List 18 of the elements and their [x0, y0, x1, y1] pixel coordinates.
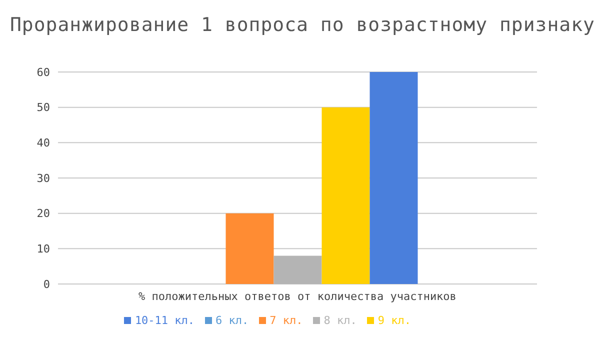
legend-label: 6 кл.	[216, 314, 249, 327]
x-tick-label: % положительных ответов от количества участников	[138, 290, 456, 303]
y-tick-label: 60	[36, 66, 50, 79]
chart-title: Проранжирование 1 вопроса по возрастному признаку	[8, 13, 596, 38]
bar	[370, 72, 418, 284]
bar	[322, 107, 370, 284]
legend-label: 8 кл.	[324, 314, 357, 327]
y-tick-label: 40	[36, 136, 50, 150]
y-tick-label: 30	[36, 172, 50, 185]
legend-label: 10-11 кл.	[134, 314, 195, 327]
legend-label: 9 кл.	[378, 314, 412, 327]
legend-label: 7 кл.	[270, 314, 303, 327]
y-tick-label: 50	[36, 101, 50, 114]
bar	[274, 256, 322, 284]
y-tick-label: 0	[43, 278, 50, 291]
bar	[226, 213, 274, 284]
y-tick-label: 10	[36, 242, 50, 256]
y-tick-label: 20	[36, 207, 50, 220]
